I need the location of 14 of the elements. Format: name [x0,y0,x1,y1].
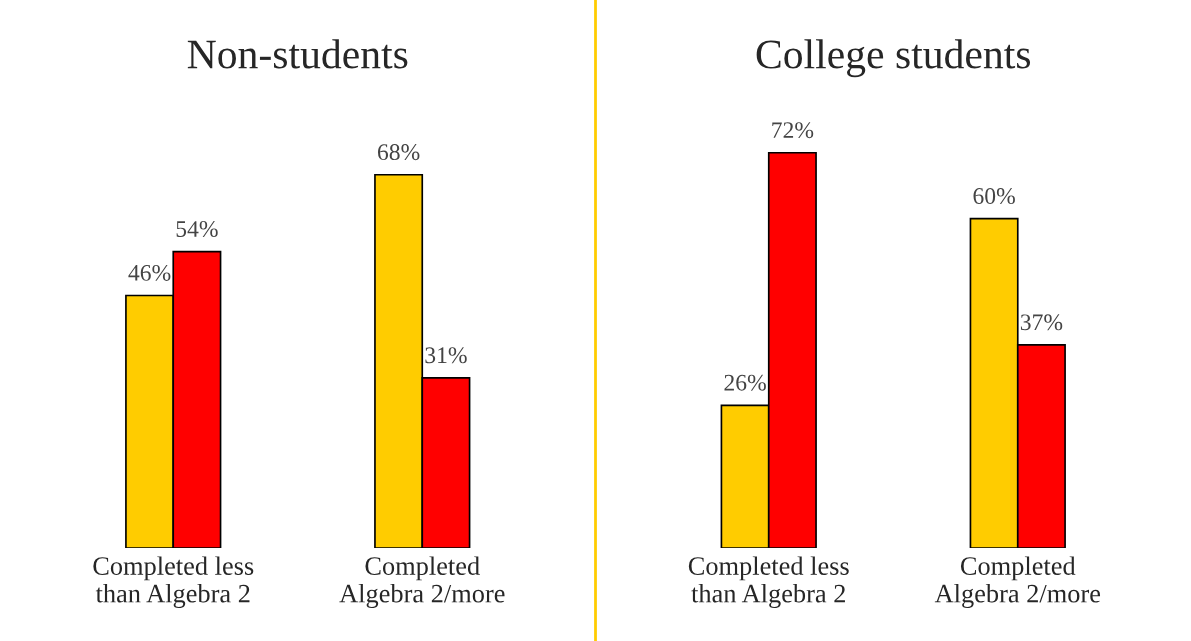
data-label: 54% [176,220,218,237]
data-label: 26% [724,374,766,391]
data-label: 68% [377,144,420,161]
x-tick-label: Completed less than Algebra 2 [688,556,849,608]
x-tick-label: Completed Algebra 2/more [339,556,505,608]
data-label: 46% [128,264,171,281]
data-label: 37% [1020,314,1063,331]
chart-title: College students [756,39,1031,78]
x-tick-label: Completed less than Algebra 2 [93,556,254,608]
data-label: 60% [973,188,1015,205]
data-label: 31% [425,347,467,364]
x-tick-label: Completed Algebra 2/more [934,556,1101,608]
chart-title: Non-students [187,39,408,69]
data-label: 72% [772,122,814,139]
